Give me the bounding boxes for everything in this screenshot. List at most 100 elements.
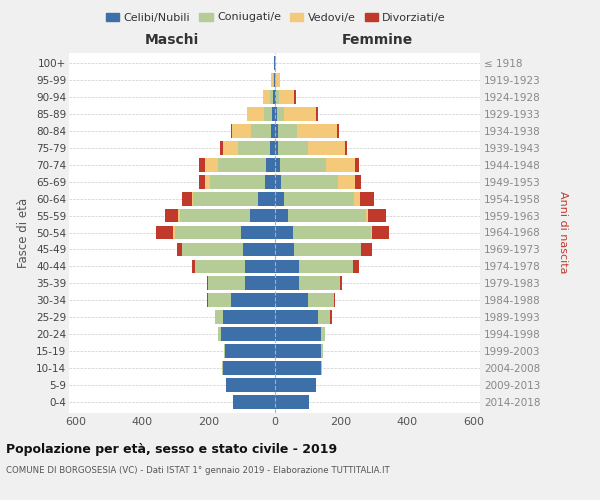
- Bar: [355, 158, 359, 172]
- Bar: [295, 242, 361, 256]
- Bar: [275, 124, 278, 138]
- Y-axis label: Anni di nascita: Anni di nascita: [557, 191, 568, 274]
- Bar: [218, 158, 266, 172]
- Bar: [340, 276, 343, 290]
- Bar: [182, 242, 243, 256]
- Bar: [175, 226, 241, 239]
- Bar: [273, 90, 275, 104]
- Bar: [275, 90, 276, 104]
- Bar: [317, 310, 330, 324]
- Bar: [275, 140, 278, 154]
- Bar: [354, 192, 360, 205]
- Bar: [274, 56, 275, 70]
- Bar: [338, 174, 355, 188]
- Bar: [223, 310, 275, 324]
- Bar: [277, 72, 280, 86]
- Bar: [177, 242, 182, 256]
- Text: COMUNE DI BORGOSESIA (VC) - Dati ISTAT 1° gennaio 2019 - Elaborazione TUTTITALIA: COMUNE DI BORGOSESIA (VC) - Dati ISTAT 1…: [6, 466, 390, 475]
- Bar: [353, 260, 359, 274]
- Bar: [247, 106, 263, 120]
- Bar: [288, 208, 365, 222]
- Bar: [220, 140, 223, 154]
- Bar: [330, 310, 332, 324]
- Bar: [361, 242, 372, 256]
- Bar: [195, 260, 245, 274]
- Bar: [231, 124, 232, 138]
- Bar: [173, 226, 175, 239]
- Bar: [218, 328, 221, 342]
- Bar: [275, 242, 295, 256]
- Bar: [275, 344, 321, 358]
- Bar: [321, 328, 325, 342]
- Bar: [275, 208, 288, 222]
- Bar: [275, 310, 317, 324]
- Bar: [360, 192, 374, 205]
- Bar: [278, 140, 308, 154]
- Bar: [205, 174, 210, 188]
- Y-axis label: Fasce di età: Fasce di età: [17, 198, 31, 268]
- Bar: [274, 72, 275, 86]
- Bar: [180, 208, 250, 222]
- Bar: [251, 124, 271, 138]
- Bar: [232, 124, 251, 138]
- Bar: [156, 226, 173, 239]
- Bar: [308, 140, 345, 154]
- Bar: [368, 208, 386, 222]
- Bar: [232, 294, 275, 308]
- Text: Femmine: Femmine: [341, 34, 413, 48]
- Bar: [223, 140, 238, 154]
- Bar: [233, 396, 275, 409]
- Bar: [208, 294, 232, 308]
- Bar: [345, 140, 347, 154]
- Bar: [281, 174, 338, 188]
- Bar: [165, 208, 178, 222]
- Bar: [243, 242, 275, 256]
- Bar: [193, 192, 258, 205]
- Bar: [265, 174, 275, 188]
- Bar: [263, 106, 272, 120]
- Bar: [210, 174, 265, 188]
- Bar: [269, 140, 275, 154]
- Bar: [245, 260, 275, 274]
- Bar: [263, 90, 270, 104]
- Bar: [284, 192, 354, 205]
- Bar: [275, 328, 321, 342]
- Bar: [206, 276, 208, 290]
- Bar: [199, 174, 205, 188]
- Bar: [299, 276, 340, 290]
- Bar: [275, 396, 310, 409]
- Bar: [334, 294, 335, 308]
- Bar: [191, 260, 195, 274]
- Bar: [276, 90, 280, 104]
- Bar: [191, 192, 193, 205]
- Bar: [271, 124, 275, 138]
- Bar: [275, 56, 276, 70]
- Bar: [226, 378, 275, 392]
- Bar: [275, 260, 299, 274]
- Bar: [258, 192, 275, 205]
- Bar: [205, 158, 218, 172]
- Bar: [295, 90, 296, 104]
- Bar: [278, 124, 297, 138]
- Bar: [275, 106, 277, 120]
- Bar: [308, 294, 334, 308]
- Bar: [215, 310, 223, 324]
- Bar: [293, 226, 371, 239]
- Bar: [299, 260, 353, 274]
- Bar: [225, 344, 275, 358]
- Bar: [275, 378, 316, 392]
- Bar: [365, 208, 368, 222]
- Bar: [266, 158, 275, 172]
- Bar: [280, 90, 295, 104]
- Bar: [355, 174, 361, 188]
- Bar: [326, 158, 355, 172]
- Bar: [272, 106, 275, 120]
- Bar: [275, 294, 308, 308]
- Bar: [297, 124, 337, 138]
- Bar: [316, 106, 317, 120]
- Bar: [275, 276, 299, 290]
- Bar: [238, 140, 269, 154]
- Bar: [337, 124, 340, 138]
- Bar: [224, 344, 225, 358]
- Bar: [241, 226, 275, 239]
